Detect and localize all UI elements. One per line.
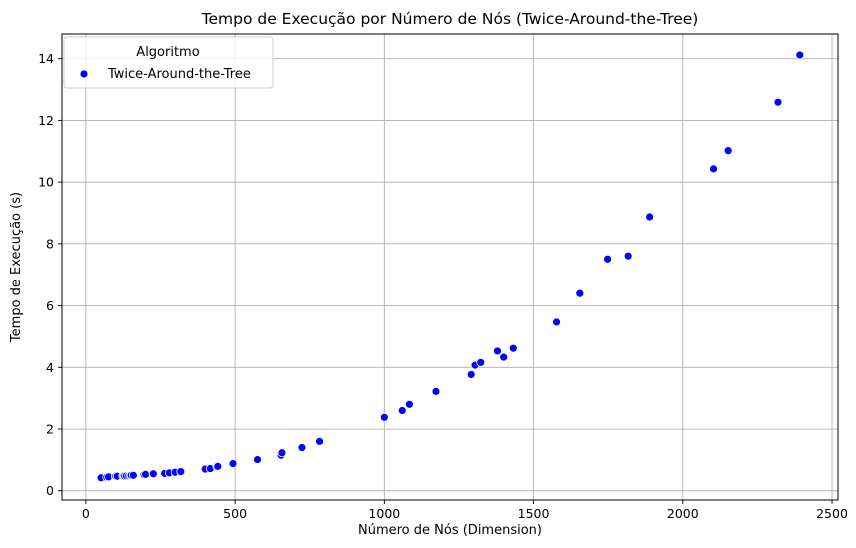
data-point [213,461,223,471]
data-point [397,406,407,415]
data-point [297,443,307,452]
chart-title: Tempo de Execução por Número de Nós (Twi… [201,10,699,28]
x-axis-label: Número de Nós (Dimension) [358,523,542,538]
y-axis-label: Tempo de Execução (s) [9,192,24,343]
axis-ticks: 0 500 1000 1500 2000 2500 0 2 4 6 8 10 12 14 [38,51,848,521]
data-point [476,357,486,367]
y-tick-label: 0 [46,483,54,498]
y-tick-label: 6 [46,298,54,313]
y-tick-label: 8 [46,236,54,251]
x-tick-label: 2000 [667,506,699,521]
data-point [148,469,158,479]
data-point [499,352,509,362]
data-point [431,386,441,396]
data-point [645,212,655,222]
y-tick-label: 12 [38,113,54,128]
data-point [508,343,518,353]
data-point [493,346,502,356]
y-tick-label: 14 [38,51,54,66]
data-point [315,436,324,446]
y-tick-label: 4 [46,360,54,375]
data-point [773,97,783,107]
data-point [552,317,561,327]
data-point [141,469,150,479]
y-tick-label: 10 [38,175,54,190]
data-point [128,470,138,480]
data-point [795,50,805,60]
x-tick-label: 1500 [518,506,550,521]
data-point [253,455,262,464]
data-point [709,164,718,174]
legend-box [63,36,274,89]
grid [62,34,838,500]
x-tick-label: 0 [82,506,90,521]
data-point [723,146,733,156]
data-point [623,251,633,261]
legend: Algoritmo Twice-Around-the-Tree [63,36,274,89]
data-points [96,50,805,483]
data-point [466,369,476,379]
data-point [405,399,414,409]
data-point [379,412,389,422]
data-point [603,254,612,264]
data-point [277,448,287,458]
plot-frame [61,33,839,501]
data-point [228,459,238,468]
legend-series-label: Twice-Around-the-Tree [107,67,251,82]
x-tick-label: 1000 [368,506,400,521]
data-point [176,467,186,477]
legend-marker [79,69,89,79]
x-tick-label: 500 [223,506,247,521]
y-tick-label: 2 [46,422,54,437]
x-tick-label: 2500 [816,506,848,521]
data-point [575,288,585,298]
legend-title: Algoritmo [136,45,199,60]
